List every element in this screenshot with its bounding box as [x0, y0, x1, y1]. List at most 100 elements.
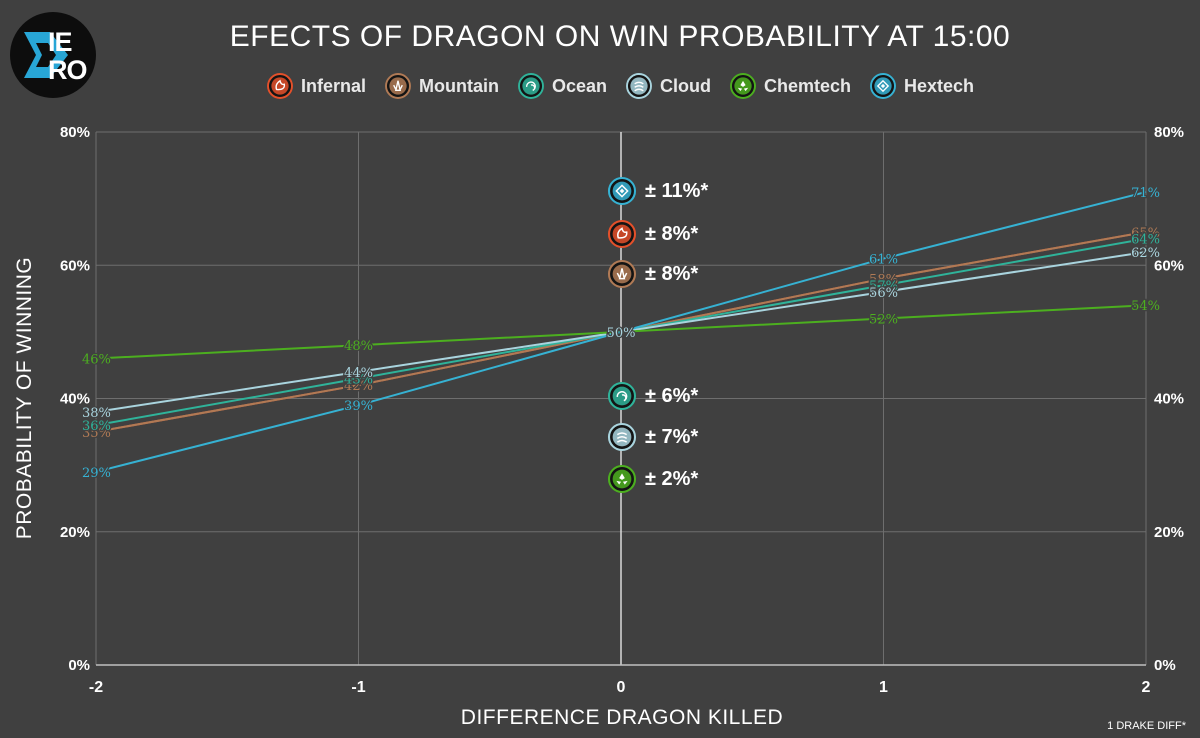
- series-line-hextech: [95, 190, 1147, 473]
- drake-diff-mountain: ± 8%*: [607, 259, 698, 289]
- legend-item-infernal: Infernal: [266, 72, 366, 100]
- hextech-dragon-icon: [870, 73, 896, 99]
- cloud-dragon-icon: [607, 422, 637, 452]
- cloud-dragon-icon: [626, 73, 652, 99]
- glyph-leaves: [737, 80, 749, 92]
- data-label: 42%: [344, 379, 373, 394]
- data-label: 46%: [82, 353, 111, 368]
- data-label: 35%: [82, 426, 111, 441]
- y-tick-label-left: 40%: [60, 391, 90, 408]
- drake-diff-label: ± 2%*: [645, 467, 699, 490]
- legend-label: Hextech: [904, 75, 975, 96]
- icon-fill: [522, 77, 540, 95]
- glyph-diamond: [876, 79, 890, 93]
- glyph-diamond-core: [880, 83, 886, 89]
- x-tick-label: -1: [351, 679, 365, 696]
- chart-title: EFECTS OF DRAGON ON WIN PROBABILITY AT 1…: [229, 20, 1011, 53]
- ocean-dragon-icon: [607, 381, 637, 411]
- y-tick-label-right: 60%: [1154, 257, 1184, 274]
- glyph-rock: [393, 80, 403, 92]
- infernal-dragon-icon: [266, 73, 293, 99]
- mountain-dragon-icon: [385, 73, 411, 99]
- data-label: 65%: [1131, 226, 1160, 241]
- chemtech-dragon-icon: [607, 464, 637, 494]
- glyph-diamond: [615, 184, 629, 198]
- cloud-dragon-icon: [607, 422, 637, 452]
- data-label: 64%: [1131, 233, 1160, 248]
- data-label: 43%: [344, 373, 373, 388]
- play-arrow-icon: [24, 32, 68, 78]
- glyph-flame: [275, 79, 286, 91]
- data-label: 56%: [869, 286, 898, 301]
- drake-diff-chemtech: ± 2%*: [607, 464, 698, 494]
- legend-label: Mountain: [418, 75, 499, 96]
- glyph-diamond-core: [619, 188, 625, 194]
- data-label: 54%: [1131, 299, 1160, 314]
- glyph-wave: [525, 81, 536, 91]
- drake-diff-hextech: ± 11%*: [607, 176, 708, 206]
- glyph-wind: [634, 85, 644, 88]
- glyph-wave: [616, 391, 628, 402]
- cloud-dragon-icon: [626, 73, 652, 99]
- x-tick-label: -2: [89, 679, 103, 696]
- drake-diff-label: ± 6%*: [645, 384, 699, 407]
- drake-diff-ocean: ± 6%*: [607, 381, 698, 411]
- icon-fill: [271, 77, 289, 95]
- hextech-dragon-icon: [607, 176, 637, 206]
- y-tick-label-left: 60%: [60, 257, 90, 274]
- x-axis-label: DIFFERENCE DRAGON KILLED: [460, 706, 784, 729]
- icon-fill: [612, 386, 632, 406]
- legend-item-cloud: Cloud: [625, 72, 711, 100]
- drake-diff-label: ± 7%*: [645, 425, 699, 448]
- glyph-leaves: [616, 473, 628, 485]
- y-tick-label-right: 80%: [1154, 124, 1184, 141]
- legend: Infernal Mountain Ocean Cloud Chemtech Hextec…: [0, 72, 1200, 100]
- data-label: 71%: [1131, 186, 1160, 201]
- glyph-wind: [616, 436, 628, 440]
- data-label: 61%: [869, 253, 898, 268]
- infernal-dragon-icon: [266, 73, 293, 99]
- icon-fill: [612, 264, 632, 284]
- chemtech-dragon-icon: [730, 73, 756, 99]
- icon-fill: [612, 224, 632, 244]
- glyph-wind: [634, 81, 644, 85]
- mountain-dragon-icon: [385, 73, 411, 99]
- data-label: 39%: [344, 399, 373, 414]
- glyph-wind: [616, 432, 628, 436]
- y-tick-label-right: 40%: [1154, 391, 1184, 408]
- logo: IE RO: [10, 12, 96, 98]
- drake-diff-label: ± 8%*: [645, 262, 699, 285]
- data-label: 44%: [344, 366, 373, 381]
- y-tick-label-left: 80%: [60, 124, 90, 141]
- chemtech-dragon-icon: [607, 464, 637, 494]
- chemtech-dragon-icon: [730, 73, 756, 99]
- x-tick-label: 0: [617, 679, 626, 696]
- infernal-dragon-icon: [607, 219, 637, 249]
- data-label: 48%: [344, 339, 373, 354]
- data-label: 52%: [869, 313, 898, 328]
- glyph-wind: [634, 88, 644, 92]
- data-label: 58%: [869, 273, 898, 288]
- icon-fill: [389, 77, 407, 95]
- data-label: 42%: [344, 379, 373, 394]
- ocean-dragon-icon: [517, 73, 544, 99]
- ocean-dragon-icon: [607, 381, 637, 411]
- y-tick-label-left: 20%: [60, 524, 90, 541]
- x-tick-label: 1: [879, 679, 888, 696]
- legend-label: Chemtech: [763, 75, 852, 96]
- data-label: 58%: [869, 273, 898, 288]
- legend-item-hextech: Hextech: [869, 72, 974, 100]
- infernal-dragon-icon: [607, 219, 637, 249]
- drake-diff-label: ± 8%*: [645, 222, 699, 245]
- mountain-dragon-icon: [607, 259, 637, 289]
- y-axis-label: PROBABILITY OF WINNING: [13, 256, 36, 540]
- ocean-dragon-icon: [517, 73, 544, 99]
- hextech-dragon-icon: [870, 73, 896, 99]
- glyph-flame: [617, 227, 628, 239]
- hextech-dragon-icon: [607, 176, 637, 206]
- legend-item-ocean: Ocean: [517, 72, 607, 100]
- logo-line-1: IE: [48, 27, 72, 57]
- legend-item-mountain: Mountain: [384, 72, 499, 100]
